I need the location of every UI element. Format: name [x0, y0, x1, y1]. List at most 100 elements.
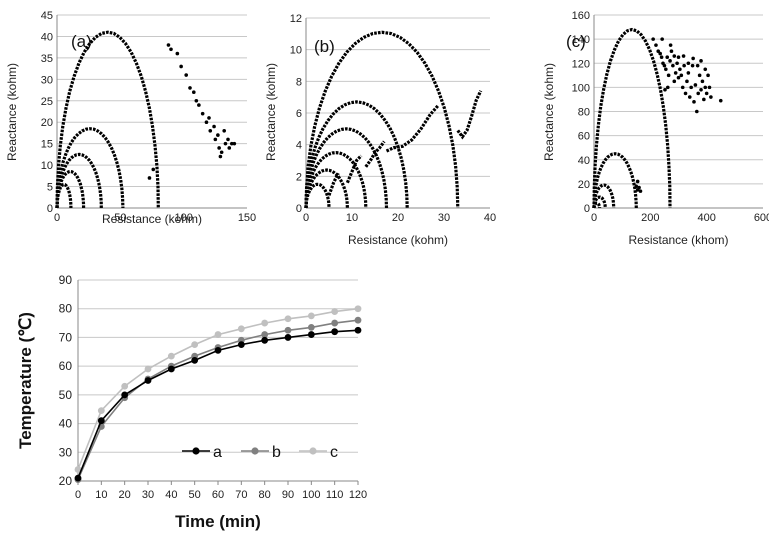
y-tick-label: 80: [578, 107, 590, 119]
y-tick-label: 15: [41, 139, 53, 151]
y-tick-label: 50: [59, 388, 73, 402]
data-point-a: [167, 365, 175, 373]
panel-label: (c): [566, 32, 586, 51]
x-axis-label: Resistance (khom): [628, 233, 728, 247]
impedance-arc: [304, 100, 409, 209]
data-point: [676, 55, 681, 60]
data-point: [709, 95, 713, 99]
data-point: [703, 85, 708, 90]
data-point: [687, 95, 692, 99]
data-point: [704, 91, 709, 96]
y-axis-label: Reactance (kohm): [542, 63, 556, 161]
y-tick-label: 70: [59, 330, 73, 344]
impedance-arc: [55, 30, 160, 209]
data-point-a: [121, 391, 129, 399]
data-point: [665, 55, 670, 60]
data-point: [700, 79, 705, 84]
x-tick-label: 150: [238, 212, 256, 224]
data-point: [668, 43, 673, 47]
data-point: [169, 47, 173, 52]
y-tick-label: 40: [59, 417, 73, 431]
data-point-c: [167, 352, 175, 360]
x-tick-label: 90: [282, 489, 294, 501]
data-point: [219, 150, 224, 155]
data-point-c: [331, 308, 339, 315]
data-point: [638, 189, 643, 193]
data-point-a: [354, 326, 362, 334]
data-point-a: [307, 331, 315, 338]
data-point: [232, 141, 237, 146]
chart-b: 0 2 4 6 8 10 12 0 10 20 30 40 Resistance (kohm) React…: [264, 13, 496, 247]
data-point: [216, 133, 220, 137]
data-point: [194, 98, 199, 103]
data-point: [147, 176, 152, 180]
panel-label: (b): [314, 37, 335, 56]
legend-label: c: [330, 444, 338, 461]
data-point: [184, 73, 188, 77]
data-point: [702, 97, 706, 102]
y-tick-label: 6: [296, 108, 302, 120]
x-tick-label: 200: [641, 212, 659, 224]
y-tick-label: 90: [59, 273, 73, 287]
data-point-a: [74, 474, 82, 482]
y-tick-label: 8: [296, 76, 302, 88]
y-tick-label: 45: [41, 10, 53, 22]
data-point-b: [331, 319, 339, 327]
y-tick-label: 100: [572, 82, 590, 94]
data-point: [192, 90, 196, 94]
x-tick-label: 10: [95, 489, 107, 501]
data-point: [669, 49, 674, 53]
data-point-c: [121, 382, 129, 390]
y-axis-label: Reactance (kohm): [264, 63, 278, 161]
data-point: [226, 137, 230, 142]
y-tick-label: 140: [572, 34, 590, 46]
data-point-c: [74, 466, 82, 473]
impedance-arc: [304, 127, 389, 209]
data-point: [664, 67, 668, 72]
y-tick-label: 30: [59, 445, 73, 459]
data-point: [681, 54, 686, 58]
y-tick-label: 40: [41, 31, 53, 43]
legend-item-c: c: [299, 444, 338, 461]
data-point: [179, 64, 183, 69]
y-tick-label: 30: [41, 74, 53, 86]
data-point: [635, 179, 640, 184]
data-point: [663, 87, 667, 92]
data-point: [676, 75, 681, 80]
legend-label: a: [213, 444, 222, 461]
x-tick-label: 400: [697, 212, 715, 224]
data-point-a: [144, 377, 152, 384]
data-point-b: [261, 331, 269, 338]
data-point: [654, 43, 658, 47]
data-point: [230, 141, 234, 146]
data-point: [707, 85, 712, 90]
data-point: [668, 59, 672, 63]
data-point: [227, 146, 232, 150]
data-point: [659, 55, 664, 60]
data-point: [671, 63, 675, 68]
y-tick-label: 120: [572, 58, 590, 70]
data-point: [208, 129, 213, 133]
data-point-a: [261, 336, 269, 344]
data-point: [673, 71, 678, 75]
y-tick-label: 160: [572, 10, 590, 22]
x-tick-label: 100: [174, 212, 192, 224]
data-point: [207, 116, 211, 120]
data-point: [718, 98, 723, 103]
y-axis-label: Reactance (kohm): [5, 63, 19, 161]
impedance-arc: [55, 127, 125, 209]
y-tick-label: 60: [578, 131, 590, 143]
x-tick-label: 50: [114, 212, 126, 224]
x-tick-label: 110: [326, 489, 344, 501]
y-axis-label: Temperature (℃): [16, 312, 35, 449]
data-point: [679, 73, 684, 78]
data-point: [662, 63, 667, 68]
data-point: [218, 154, 223, 159]
data-point: [680, 85, 685, 90]
data-point: [692, 100, 696, 104]
data-point: [151, 167, 156, 172]
data-point: [197, 103, 201, 107]
data-point: [686, 61, 691, 66]
y-tick-label: 0: [584, 203, 590, 215]
x-tick-label: 0: [54, 212, 60, 224]
